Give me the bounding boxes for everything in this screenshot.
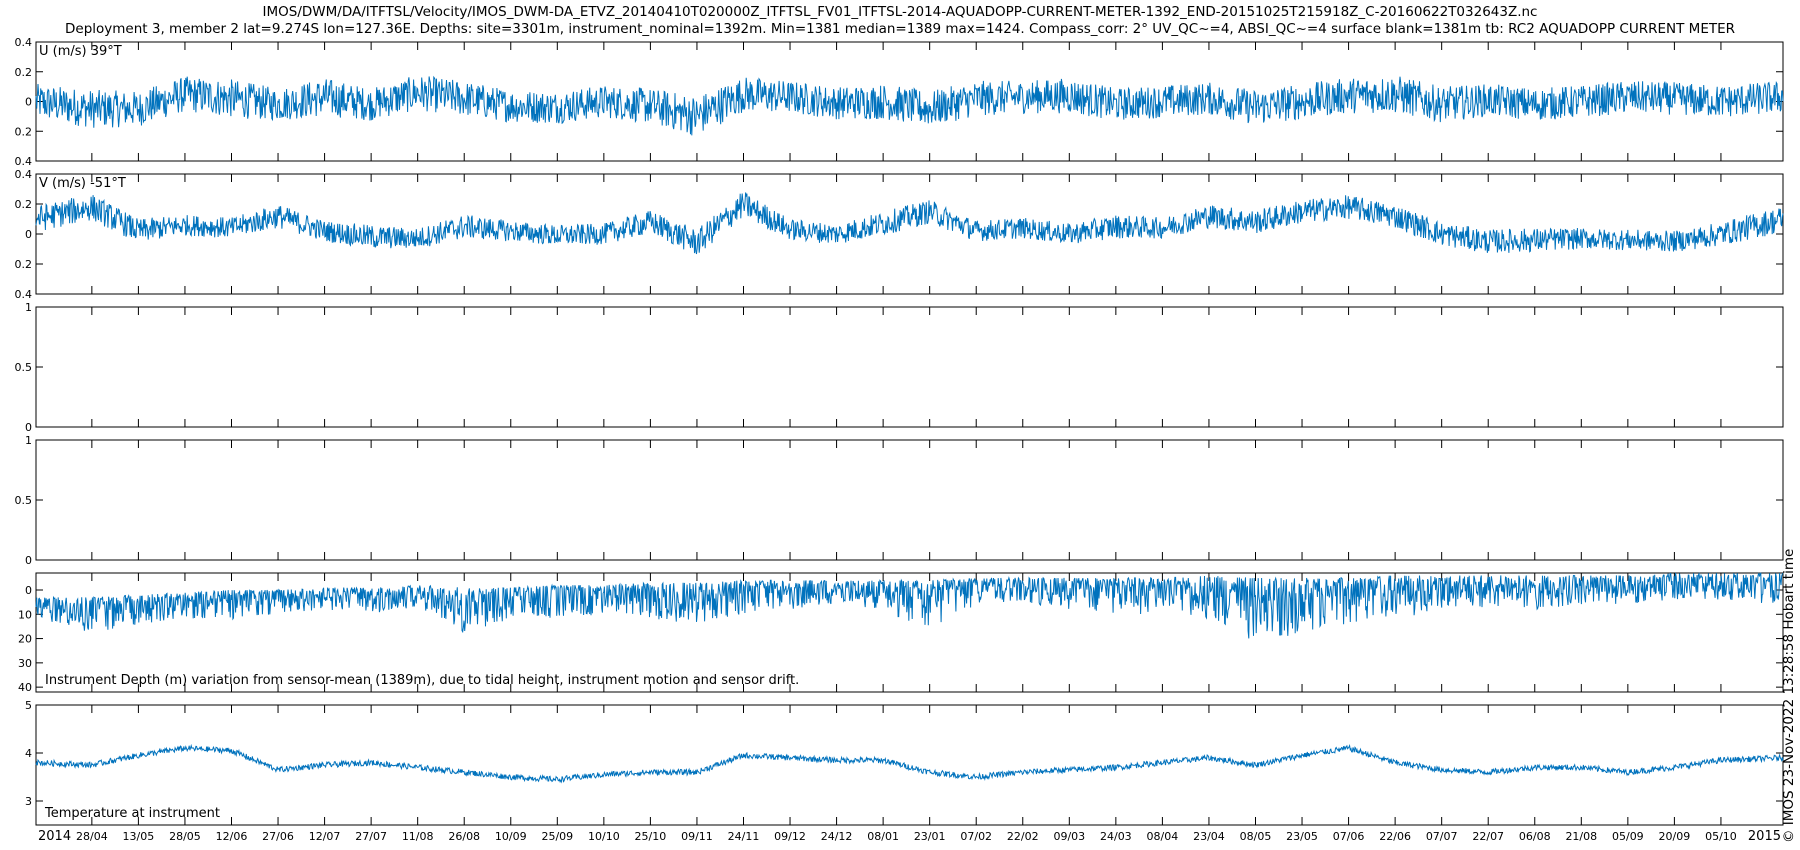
- xtick-label: 28/05: [169, 830, 201, 843]
- xtick-label: 09/03: [1053, 830, 1085, 843]
- xtick-label: 10/09: [495, 830, 527, 843]
- xtick-label: 08/01: [867, 830, 899, 843]
- xtick-label: 24/12: [821, 830, 853, 843]
- axes-box-empty1: [35, 306, 1784, 428]
- series-line-u: [35, 75, 1784, 136]
- ytick-label-v: 0.4: [15, 288, 33, 301]
- ytick-label-empty1: 0: [25, 421, 32, 434]
- ytick-label-empty2: 0.5: [15, 494, 33, 507]
- ytick-label-depth: 30: [18, 657, 32, 670]
- year-end-label: 2015: [1748, 829, 1781, 844]
- axes-box-depth: [35, 572, 1784, 693]
- xtick-label: 27/07: [355, 830, 387, 843]
- xtick-label: 07/07: [1426, 830, 1458, 843]
- ytick-label-depth: 0: [25, 584, 32, 597]
- ytick-label-temp: 3: [25, 795, 32, 808]
- xtick-label: 27/06: [262, 830, 294, 843]
- ytick-label-empty2: 0: [25, 554, 32, 567]
- xtick-label: 12/07: [309, 830, 341, 843]
- ytick-label-temp: 4: [25, 747, 32, 760]
- xtick-label: 24/11: [728, 830, 760, 843]
- xtick-label: 20/09: [1659, 830, 1691, 843]
- series-line-temp: [35, 743, 1784, 784]
- ytick-label-empty2: 1: [25, 434, 32, 447]
- xtick-label: 26/08: [448, 830, 480, 843]
- panel-label-temp: Temperature at instrument: [44, 806, 220, 821]
- xtick-label: 06/08: [1519, 830, 1551, 843]
- ytick-label-v: 0.2: [15, 198, 33, 211]
- ytick-label-temp: 5: [25, 699, 32, 712]
- xtick-label: 25/10: [635, 830, 667, 843]
- panel-label-v: V (m/s) -51°T: [39, 176, 126, 191]
- ytick-label-depth: 40: [18, 681, 32, 694]
- xtick-label: 05/10: [1705, 830, 1737, 843]
- xtick-label: 23/04: [1193, 830, 1225, 843]
- ytick-label-u: 0.2: [15, 125, 33, 138]
- ytick-label-depth: 20: [18, 633, 32, 646]
- xtick-label: 09/11: [681, 830, 713, 843]
- xtick-label: 22/02: [1007, 830, 1039, 843]
- xtick-label: 23/01: [914, 830, 946, 843]
- ytick-label-empty1: 1: [25, 301, 32, 314]
- xtick-label: 21/08: [1565, 830, 1597, 843]
- panel-label-depth: Instrument Depth (m) variation from sens…: [45, 673, 799, 688]
- xtick-label: 24/03: [1100, 830, 1132, 843]
- ytick-label-v: 0: [25, 228, 32, 241]
- ytick-label-empty1: 0.5: [15, 361, 33, 374]
- xtick-label: 22/07: [1472, 830, 1504, 843]
- figure-title: IMOS/DWM/DA/ITFTSL/Velocity/IMOS_DWM-DA_…: [262, 4, 1538, 20]
- xtick-label: 07/06: [1333, 830, 1365, 843]
- series-line-depth: [35, 572, 1784, 639]
- xtick-label: 10/10: [588, 830, 620, 843]
- xtick-label: 28/04: [76, 830, 108, 843]
- ytick-label-u: 0.4: [15, 155, 33, 168]
- ytick-label-u: 0: [25, 96, 32, 109]
- ytick-label-v: 0.2: [15, 258, 33, 271]
- xtick-label: 12/06: [216, 830, 248, 843]
- ytick-label-u: 0.2: [15, 66, 33, 79]
- panel-label-u: U (m/s) 39°T: [39, 44, 122, 59]
- xtick-label: 25/09: [541, 830, 573, 843]
- series-line-v: [35, 192, 1784, 255]
- figure-subtitle: Deployment 3, member 2 lat=9.274S lon=12…: [65, 21, 1735, 37]
- credit-label: © IMOS 23-Nov-2022 13:28:58 Hobart time: [1781, 548, 1797, 843]
- ytick-label-v: 0.4: [15, 168, 33, 181]
- xtick-label: 09/12: [774, 830, 806, 843]
- axes-box-temp: [35, 704, 1784, 826]
- xtick-label: 13/05: [123, 830, 155, 843]
- xtick-label: 08/04: [1147, 830, 1179, 843]
- xtick-label: 22/06: [1379, 830, 1411, 843]
- ytick-label-depth: 10: [18, 608, 32, 621]
- xtick-label: 05/09: [1612, 830, 1644, 843]
- xtick-label: 07/02: [960, 830, 992, 843]
- axes-box-empty2: [35, 439, 1784, 561]
- xtick-label: 08/05: [1240, 830, 1272, 843]
- ytick-label-u: 0.4: [15, 36, 33, 49]
- year-start-label: 2014: [38, 829, 71, 844]
- xtick-label: 11/08: [402, 830, 434, 843]
- xtick-label: 23/05: [1286, 830, 1318, 843]
